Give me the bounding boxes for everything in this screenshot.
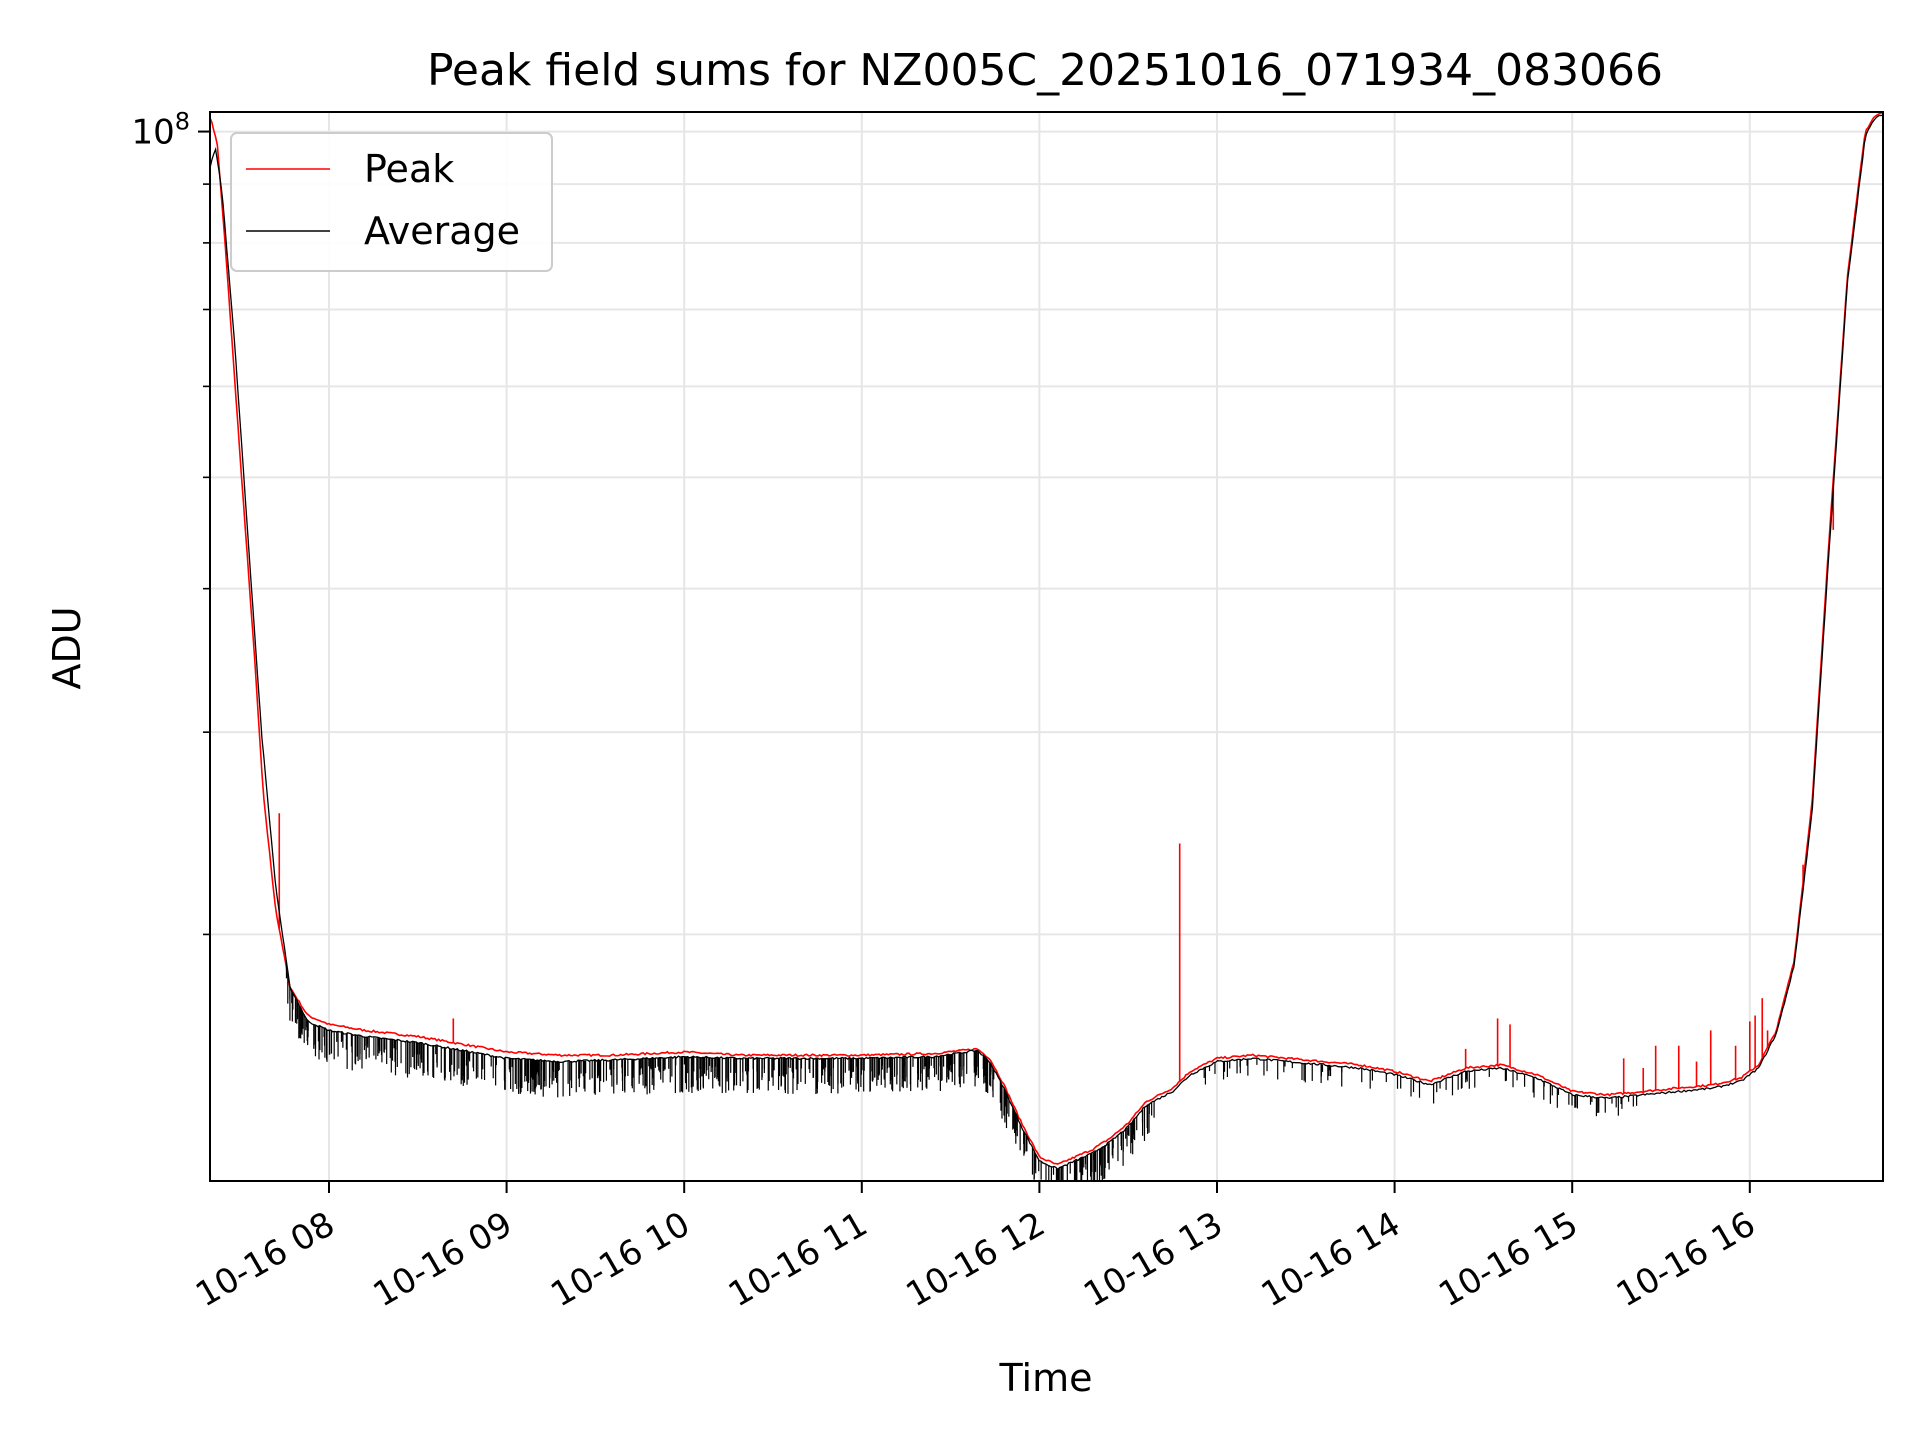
- y-axis-ticks: 108: [131, 108, 210, 936]
- y-axis-label: ADU: [45, 606, 89, 689]
- y-tick-label: 108: [131, 108, 190, 153]
- x-axis-label: Time: [999, 1356, 1093, 1400]
- series-line-average: [210, 114, 1883, 1171]
- chart-title: Peak field sums for NZ005C_20251016_0719…: [427, 45, 1663, 96]
- plot-frame: [209, 111, 1884, 1182]
- plot-area: [210, 112, 1883, 1181]
- legend-label-average: Average: [364, 209, 520, 253]
- series-line-peak: [210, 112, 1883, 1165]
- legend-box: [230, 132, 553, 272]
- average-dips: [285, 962, 1638, 1181]
- grid: [210, 112, 1883, 1181]
- peak-spikes: [278, 478, 1835, 1094]
- legend-label-peak: Peak: [364, 147, 454, 191]
- legend: Peak Average: [230, 132, 553, 272]
